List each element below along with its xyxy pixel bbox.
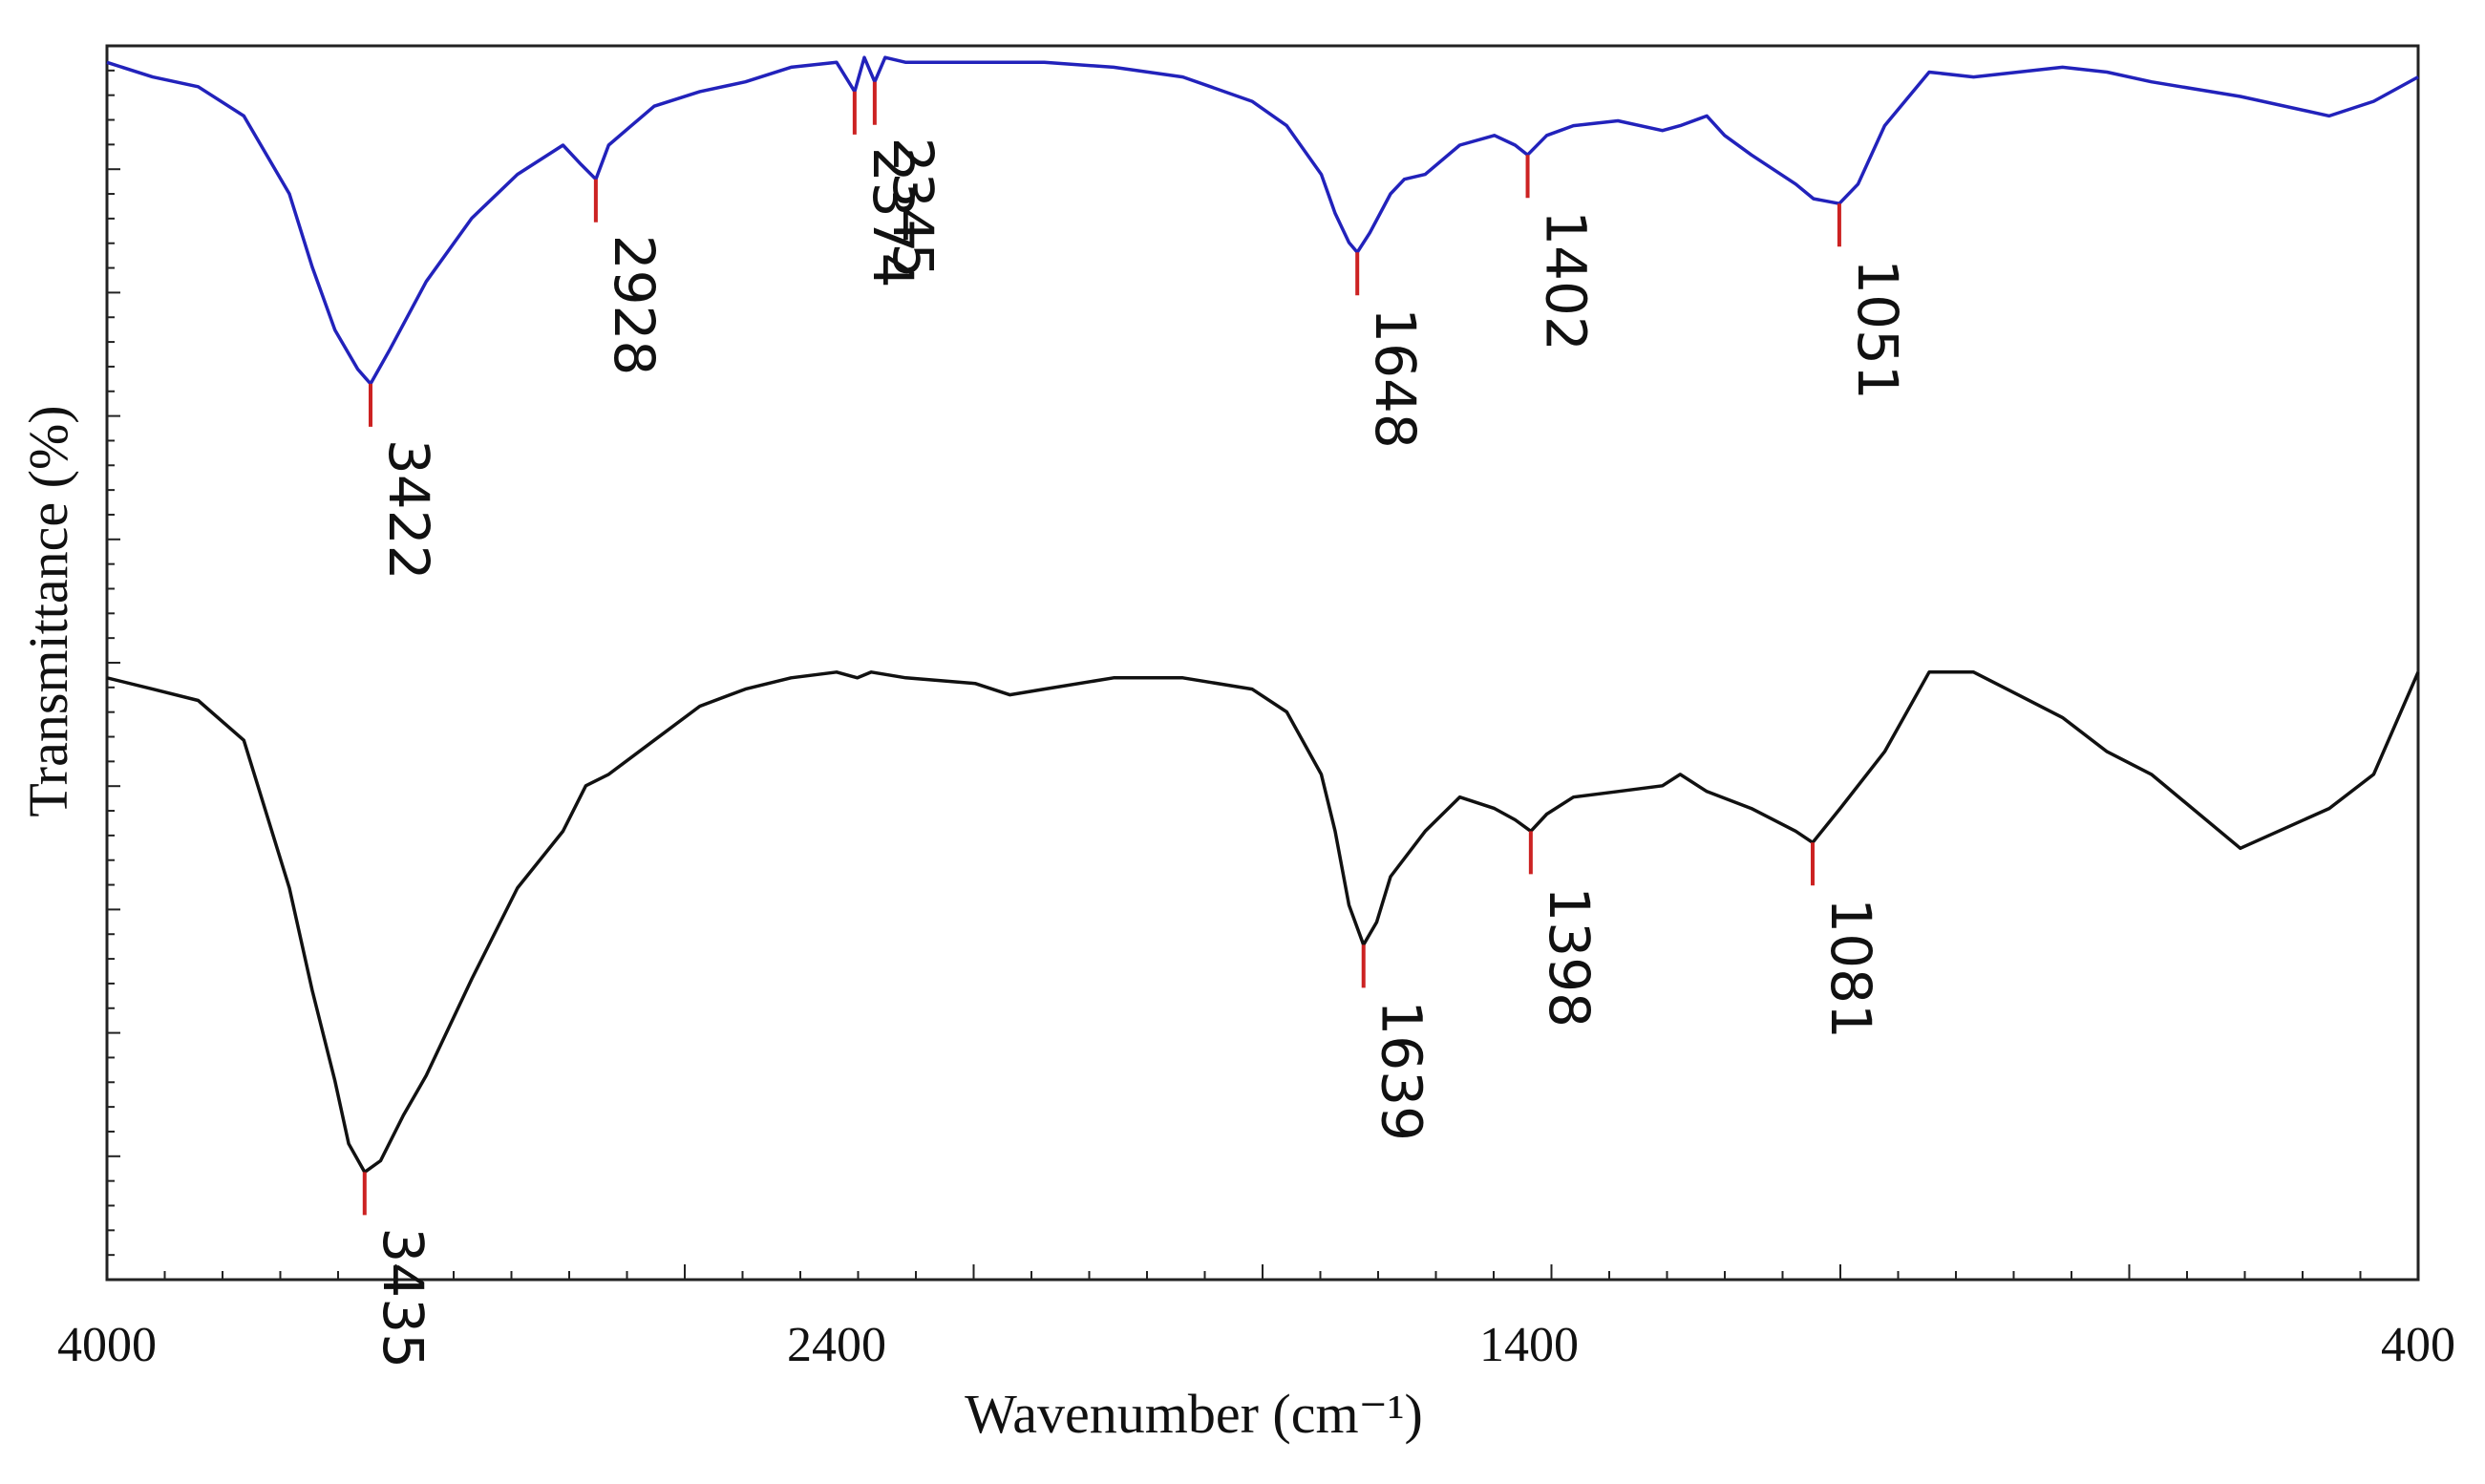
x-tick-labels: 4000 2400 1400 400 [57, 1318, 2455, 1372]
lower-spectrum-line [106, 670, 2420, 1175]
x-tick-label: 2400 [787, 1318, 886, 1372]
x-axis-ticks [106, 45, 2419, 1281]
x-tick-label: 4000 [57, 1318, 157, 1372]
peak-label: 1639 [1370, 1000, 1434, 1141]
peak-label: 2345 [881, 138, 945, 279]
x-tick-label: 400 [2381, 1318, 2455, 1372]
y-axis-title: Transmittance (%) [17, 405, 79, 816]
x-axis-title: Wavenumber (cm⁻¹) [965, 1383, 1423, 1445]
spectra-layer [106, 55, 2420, 1175]
plot-area-frame [105, 44, 2420, 1282]
peak-label: 1051 [1845, 259, 1910, 400]
upper-spectrum-line [106, 55, 2419, 386]
peak-markers-layer [362, 81, 1841, 1216]
peak-label: 1648 [1363, 307, 1428, 449]
peak-label: 1398 [1537, 886, 1602, 1028]
x-tick-label: 1400 [1479, 1318, 1579, 1372]
peak-label: 3435 [371, 1227, 435, 1368]
peak-label: 1402 [1534, 210, 1599, 351]
peak-label: 2374 [860, 147, 925, 288]
peak-label: 3422 [376, 439, 441, 581]
peak-label: 1081 [1818, 898, 1883, 1039]
peak-label: 2928 [602, 235, 667, 376]
